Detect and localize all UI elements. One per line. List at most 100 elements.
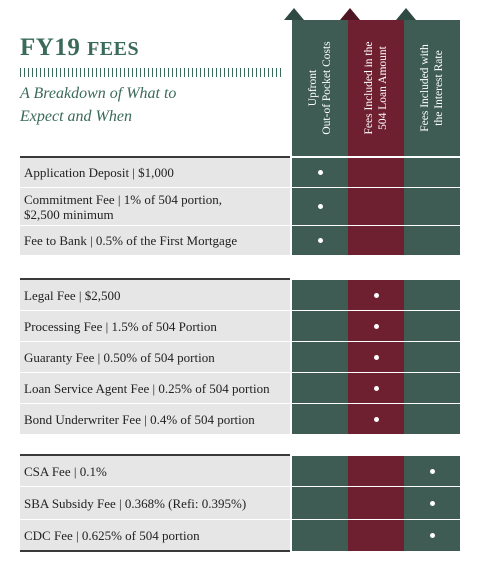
bullet-dot-icon bbox=[317, 170, 323, 175]
table-rule bbox=[20, 278, 290, 280]
fee-label: Commitment Fee | 1% of 504 portion, $2,50… bbox=[20, 187, 290, 225]
column-header-upfront-line-1: Upfront bbox=[307, 69, 319, 107]
table-row: Legal Fee | $2,500 bbox=[20, 279, 477, 310]
column-header-loan-amount-line-2: 504 Loan Amount bbox=[377, 46, 389, 130]
fee-label: Guaranty Fee | 0.50% of 504 portion bbox=[20, 341, 290, 372]
column-header-interest-rate: Fees Included with the Interest Rate bbox=[404, 20, 460, 156]
table-rule bbox=[20, 156, 290, 158]
fee-label-line-1: Fee to Bank | 0.5% of the First Mortgage bbox=[24, 233, 238, 248]
column-cell-0 bbox=[292, 225, 348, 255]
title-caps: FEES bbox=[87, 38, 140, 60]
table-row: Fee to Bank | 0.5% of the First Mortgage bbox=[20, 225, 477, 255]
fee-label: Processing Fee | 1.5% of 504 Portion bbox=[20, 310, 290, 341]
column-cell-1 bbox=[348, 372, 404, 403]
fee-label-line-1: Application Deposit | $1,000 bbox=[24, 165, 174, 180]
bullet-dot-icon bbox=[429, 468, 435, 474]
column-header-upfront: Upfront Out-of Pocket Costs bbox=[292, 20, 348, 156]
ribbon-fold-interest-rate bbox=[396, 8, 416, 20]
column-cell-2 bbox=[404, 310, 460, 341]
table-row: Loan Service Agent Fee | 0.25% of 504 po… bbox=[20, 372, 477, 403]
fee-label-line-1: Legal Fee | $2,500 bbox=[24, 287, 121, 303]
fee-label-line-1: Loan Service Agent Fee | 0.25% of 504 po… bbox=[24, 380, 270, 396]
table-row: Commitment Fee | 1% of 504 portion, $2,50… bbox=[20, 187, 477, 225]
column-cell-0 bbox=[292, 372, 348, 403]
group-spacer bbox=[20, 434, 477, 455]
fee-label: Fee to Bank | 0.5% of the First Mortgage bbox=[20, 225, 290, 255]
column-cell-2 bbox=[404, 157, 460, 187]
table-row: Bond Underwriter Fee | 0.4% of 504 porti… bbox=[20, 403, 477, 434]
bullet-dot-icon bbox=[317, 238, 323, 243]
bullet-dot-icon bbox=[373, 385, 379, 391]
group-spacer bbox=[20, 254, 477, 276]
column-cell-0 bbox=[292, 455, 348, 486]
column-cell-2 bbox=[404, 519, 460, 551]
column-cell-1 bbox=[348, 455, 404, 486]
column-header-interest-rate-line-2: the Interest Rate bbox=[433, 50, 445, 126]
column-cell-1 bbox=[348, 341, 404, 372]
fee-label-line-1: Guaranty Fee | 0.50% of 504 portion bbox=[24, 349, 215, 365]
column-cell-2 bbox=[404, 187, 460, 225]
column-cell-2 bbox=[404, 279, 460, 310]
column-cell-2 bbox=[404, 225, 460, 255]
column-cell-2 bbox=[404, 403, 460, 434]
table-row: Processing Fee | 1.5% of 504 Portion bbox=[20, 310, 477, 341]
fee-label-line-1: Bond Underwriter Fee | 0.4% of 504 porti… bbox=[24, 411, 255, 427]
table-row: Guaranty Fee | 0.50% of 504 portion bbox=[20, 341, 477, 372]
bullet-dot-icon bbox=[373, 323, 379, 329]
column-cell-0 bbox=[292, 403, 348, 434]
ribbon-fold-loan-amount bbox=[340, 8, 360, 20]
table-row: CSA Fee | 0.1% bbox=[20, 455, 477, 486]
fee-label: Legal Fee | $2,500 bbox=[20, 279, 290, 310]
fee-label: Bond Underwriter Fee | 0.4% of 504 porti… bbox=[20, 403, 290, 434]
column-cell-1 bbox=[348, 279, 404, 310]
column-cell-1 bbox=[348, 225, 404, 255]
column-header-loan-amount-line-1: Fees Included in the bbox=[363, 41, 375, 135]
column-cell-0 bbox=[292, 341, 348, 372]
column-cell-0 bbox=[292, 187, 348, 225]
ribbon-fold-upfront bbox=[284, 8, 304, 20]
column-cell-1 bbox=[348, 157, 404, 187]
fee-label: Loan Service Agent Fee | 0.25% of 504 po… bbox=[20, 372, 290, 403]
bullet-dot-icon bbox=[429, 533, 435, 538]
fee-label: CSA Fee | 0.1% bbox=[20, 455, 290, 486]
fee-label: Application Deposit | $1,000 bbox=[20, 157, 290, 187]
bullet-dot-icon bbox=[373, 416, 379, 422]
fee-label-line-1: Processing Fee | 1.5% of 504 Portion bbox=[24, 318, 217, 334]
subtitle: A Breakdown of What to Expect and When bbox=[20, 82, 290, 128]
decorative-tick-rule bbox=[20, 68, 282, 77]
column-cell-1 bbox=[348, 519, 404, 551]
column-cell-1 bbox=[348, 486, 404, 519]
table-row: CDC Fee | 0.625% of 504 portion bbox=[20, 519, 477, 551]
column-cell-2 bbox=[404, 372, 460, 403]
subtitle-line-1: A Breakdown of What to bbox=[20, 85, 177, 102]
bullet-dot-icon bbox=[373, 354, 379, 360]
column-cell-2 bbox=[404, 455, 460, 486]
bullet-dot-icon bbox=[373, 292, 379, 298]
fee-label: SBA Subsidy Fee | 0.368% (Refi: 0.395%) bbox=[20, 486, 290, 519]
table-rule bbox=[20, 550, 290, 552]
fee-label-line-2: $2,500 minimum bbox=[24, 206, 114, 222]
column-cell-1 bbox=[348, 187, 404, 225]
page-title: FY19 FEES bbox=[20, 34, 139, 62]
column-cell-2 bbox=[404, 486, 460, 519]
column-cell-0 bbox=[292, 486, 348, 519]
column-cell-0 bbox=[292, 519, 348, 551]
column-header-interest-rate-line-1: Fees Included with bbox=[419, 44, 431, 132]
column-cell-0 bbox=[292, 157, 348, 187]
column-cell-1 bbox=[348, 403, 404, 434]
table-rule bbox=[20, 454, 290, 456]
column-header-loan-amount: Fees Included in the 504 Loan Amount bbox=[348, 20, 404, 156]
title-prefix: FY19 bbox=[20, 34, 88, 61]
fee-label-line-1: CDC Fee | 0.625% of 504 portion bbox=[24, 528, 200, 543]
bullet-dot-icon bbox=[429, 500, 435, 506]
subtitle-line-2: Expect and When bbox=[20, 108, 132, 125]
fee-label-line-1: SBA Subsidy Fee | 0.368% (Refi: 0.395%) bbox=[24, 495, 247, 511]
bullet-dot-icon bbox=[317, 204, 323, 209]
column-cell-0 bbox=[292, 279, 348, 310]
column-header-upfront-line-2: Out-of Pocket Costs bbox=[321, 41, 333, 135]
fee-label-line-1: CSA Fee | 0.1% bbox=[24, 463, 107, 479]
column-cell-1 bbox=[348, 310, 404, 341]
fee-label-line-1: Commitment Fee | 1% of 504 portion, bbox=[24, 191, 222, 207]
fee-label: CDC Fee | 0.625% of 504 portion bbox=[20, 519, 290, 551]
column-cell-2 bbox=[404, 341, 460, 372]
